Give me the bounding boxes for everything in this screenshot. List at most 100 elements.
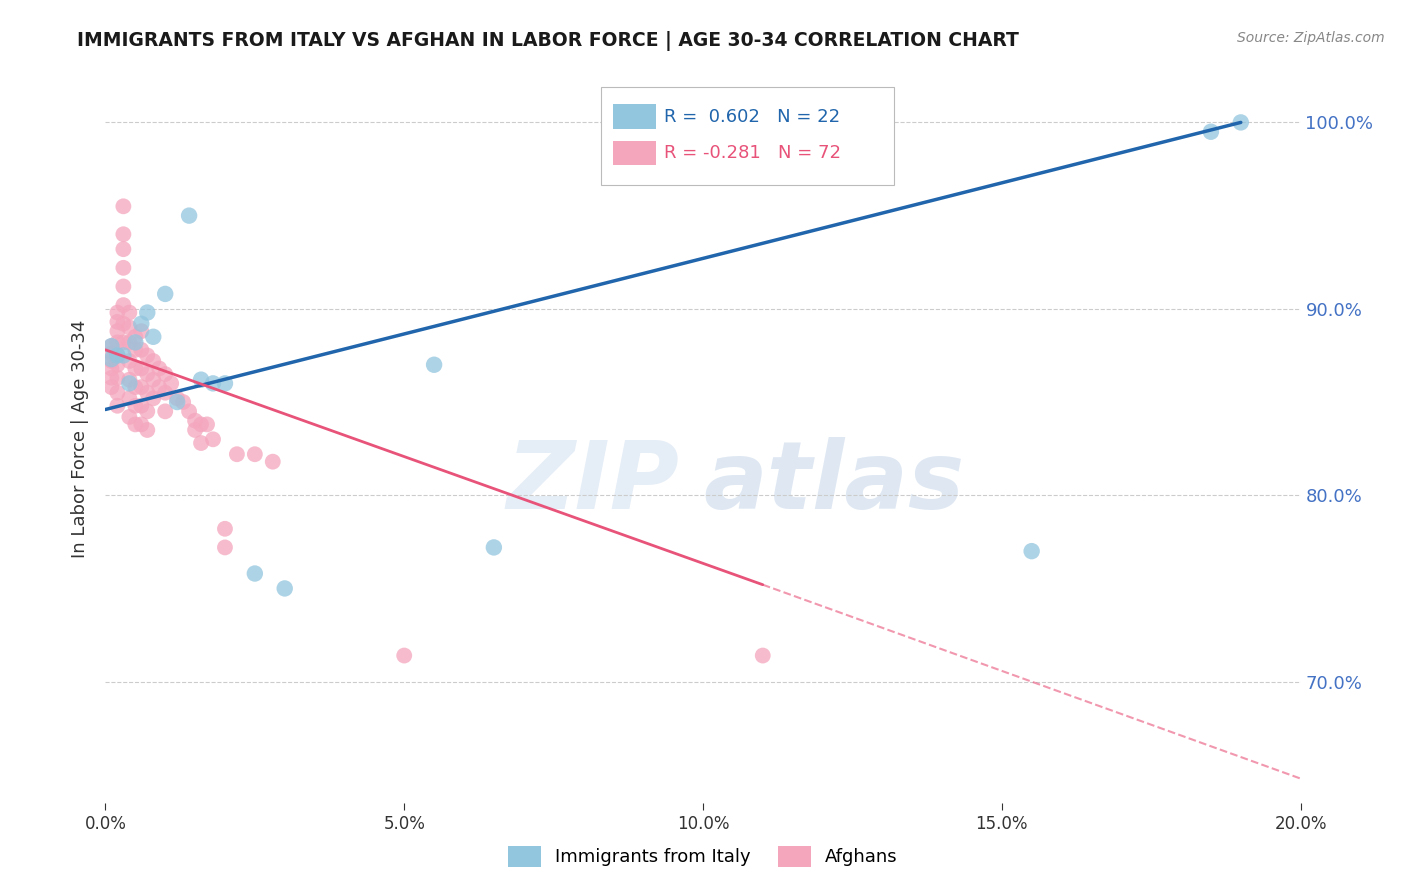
Text: IMMIGRANTS FROM ITALY VS AFGHAN IN LABOR FORCE | AGE 30-34 CORRELATION CHART: IMMIGRANTS FROM ITALY VS AFGHAN IN LABOR… (77, 31, 1019, 51)
Point (142, 392, 165, 406)
Point (262, 455, 284, 469)
Point (136, 423, 159, 437)
Point (100, 352, 122, 367)
Point (155, 286, 177, 301)
Point (273, 582, 295, 596)
Point (482, 541, 505, 555)
Point (112, 317, 135, 331)
Point (107, 358, 129, 372)
Point (214, 376, 236, 391)
Point (202, 432, 225, 446)
Legend: Immigrants from Italy, Afghans: Immigrants from Italy, Afghans (501, 838, 905, 874)
Point (100, 354, 122, 368)
Point (129, 317, 153, 331)
Point (112, 227, 135, 242)
Point (172, 395, 194, 409)
Point (136, 305, 159, 319)
Point (129, 324, 153, 338)
Point (107, 348, 129, 362)
Point (243, 566, 266, 581)
Point (118, 354, 141, 368)
Point (190, 417, 212, 432)
Point (112, 348, 135, 362)
Point (166, 395, 188, 409)
Text: atlas: atlas (703, 437, 965, 529)
Point (118, 409, 141, 424)
Point (394, 648, 416, 663)
Point (423, 358, 446, 372)
Point (155, 385, 177, 400)
Point (100, 361, 122, 376)
Point (118, 305, 141, 319)
Point (225, 447, 249, 461)
Point (112, 199, 135, 213)
Point (124, 335, 146, 350)
Point (129, 417, 153, 432)
Point (118, 392, 141, 406)
FancyBboxPatch shape (613, 104, 657, 128)
Point (118, 335, 141, 350)
Point (214, 522, 236, 536)
Point (112, 242, 135, 256)
Point (1021, 544, 1043, 558)
Point (148, 361, 170, 376)
Point (214, 541, 236, 555)
Point (155, 404, 177, 418)
Text: R = -0.281   N = 72: R = -0.281 N = 72 (664, 144, 841, 161)
Point (112, 298, 135, 312)
Text: ZIP: ZIP (506, 437, 679, 529)
Point (107, 399, 129, 413)
FancyBboxPatch shape (602, 87, 894, 185)
Point (124, 399, 146, 413)
Point (148, 380, 170, 394)
Point (107, 305, 129, 319)
Point (107, 348, 129, 362)
Point (1199, 125, 1222, 139)
Point (142, 373, 165, 387)
Point (155, 367, 177, 381)
Point (112, 279, 135, 293)
Point (136, 404, 159, 418)
Point (100, 339, 122, 353)
FancyBboxPatch shape (613, 141, 657, 165)
Point (160, 376, 183, 391)
Point (166, 392, 188, 406)
Point (177, 404, 201, 418)
Point (107, 385, 129, 400)
Point (129, 361, 153, 376)
Point (124, 330, 146, 344)
Point (118, 373, 141, 387)
Point (112, 335, 135, 350)
Point (243, 447, 266, 461)
Point (129, 380, 153, 394)
Point (142, 330, 165, 344)
Point (100, 339, 122, 353)
Point (124, 361, 146, 376)
Point (136, 348, 159, 362)
Point (142, 354, 165, 368)
Point (190, 436, 212, 450)
Point (100, 380, 122, 394)
Point (124, 417, 146, 432)
Point (190, 373, 212, 387)
Point (184, 423, 207, 437)
Point (107, 315, 129, 329)
Point (136, 385, 159, 400)
Y-axis label: In Labor Force | Age 30-34: In Labor Force | Age 30-34 (72, 320, 90, 558)
Point (100, 346, 122, 360)
Point (107, 324, 129, 338)
Point (112, 260, 135, 275)
Text: Source: ZipAtlas.com: Source: ZipAtlas.com (1237, 31, 1385, 45)
Point (184, 414, 207, 428)
Point (118, 320, 141, 334)
Point (107, 335, 129, 350)
Text: R =  0.602   N = 22: R = 0.602 N = 22 (664, 108, 839, 126)
Point (129, 343, 153, 357)
Point (100, 371, 122, 385)
Point (129, 399, 153, 413)
Point (177, 209, 201, 223)
Point (118, 376, 141, 391)
Point (136, 367, 159, 381)
Point (1229, 115, 1253, 129)
Point (202, 376, 225, 391)
